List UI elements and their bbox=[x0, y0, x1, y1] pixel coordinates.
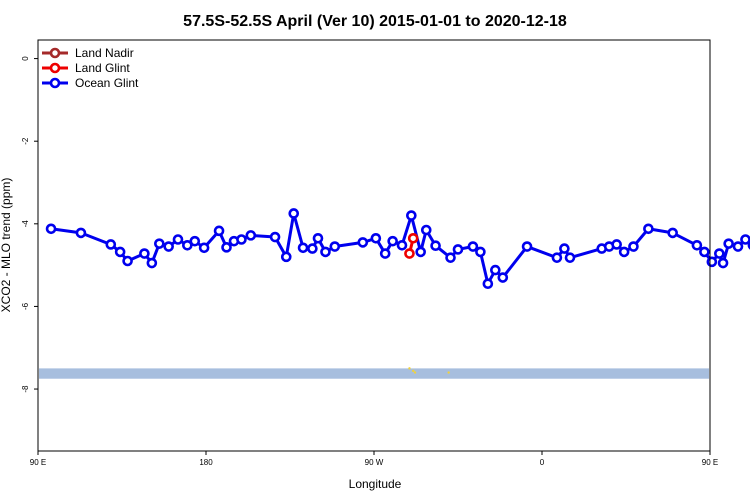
data-point-ocean-glint bbox=[740, 234, 750, 245]
data-point-ocean-glint bbox=[611, 239, 622, 250]
data-point-ocean-glint bbox=[521, 241, 533, 252]
data-point-land-glint bbox=[404, 248, 415, 259]
legend-label-ocean-glint: Ocean Glint bbox=[75, 76, 139, 90]
data-point-ocean-glint bbox=[667, 227, 678, 239]
data-point-ocean-glint bbox=[75, 227, 87, 239]
x-tick-label: 180 bbox=[199, 458, 213, 467]
data-point-ocean-glint bbox=[420, 224, 432, 236]
data-point-ocean-glint bbox=[415, 246, 426, 258]
data-point-ocean-glint bbox=[198, 242, 210, 254]
y-tick-label: -2 bbox=[21, 137, 30, 145]
legend-marker-land-nadir bbox=[49, 47, 61, 59]
y-tick-label: 0 bbox=[21, 56, 30, 61]
chart-title: 57.5S-52.5S April (Ver 10) 2015-01-01 to… bbox=[183, 13, 567, 30]
x-tick-label: 0 bbox=[540, 458, 545, 467]
data-point-ocean-glint bbox=[288, 208, 300, 219]
data-point-ocean-glint bbox=[497, 272, 509, 283]
data-point-ocean-glint bbox=[370, 232, 382, 244]
data-point-ocean-glint bbox=[396, 239, 408, 251]
data-point-ocean-glint bbox=[236, 234, 247, 245]
data-point-ocean-glint bbox=[105, 239, 117, 250]
data-point-ocean-glint bbox=[490, 264, 501, 276]
data-point-ocean-glint bbox=[213, 225, 225, 237]
data-point-ocean-glint bbox=[406, 210, 417, 221]
data-point-ocean-glint bbox=[221, 242, 232, 253]
data-point-ocean-glint bbox=[445, 252, 456, 263]
y-axis: 0 -2 -4 -6 -8 bbox=[21, 56, 38, 393]
data-point-ocean-glint bbox=[717, 257, 729, 269]
data-point-ocean-glint bbox=[467, 241, 479, 252]
data-point-ocean-glint bbox=[618, 246, 630, 258]
land-band bbox=[39, 368, 709, 379]
data-point-ocean-glint bbox=[163, 241, 174, 252]
data-point-ocean-glint bbox=[146, 257, 158, 269]
data-point-ocean-glint bbox=[699, 246, 710, 258]
data-point-ocean-glint bbox=[387, 235, 398, 247]
data-point-ocean-glint bbox=[45, 223, 57, 235]
data-point-ocean-glint bbox=[564, 252, 576, 263]
data-point-ocean-glint bbox=[154, 238, 165, 249]
data-point-ocean-glint bbox=[357, 237, 369, 248]
data-point-ocean-glint bbox=[269, 231, 281, 243]
data-point-ocean-glint bbox=[329, 241, 341, 252]
data-point-ocean-glint bbox=[320, 246, 331, 258]
y-tick-label: -8 bbox=[21, 385, 30, 393]
data-point-ocean-glint bbox=[559, 243, 570, 254]
data-point-ocean-glint bbox=[189, 235, 201, 247]
land-speck bbox=[447, 371, 450, 374]
data-point-ocean-glint bbox=[122, 255, 133, 267]
legend-label-land-glint: Land Glint bbox=[75, 61, 130, 75]
x-tick-label: 90 E bbox=[702, 458, 718, 467]
land-speck bbox=[412, 369, 415, 373]
land-band-layer bbox=[39, 367, 709, 379]
series-layer bbox=[45, 208, 750, 290]
data-point-ocean-glint bbox=[182, 239, 193, 251]
legend-label-land-nadir: Land Nadir bbox=[75, 46, 134, 60]
data-point-ocean-glint bbox=[475, 246, 486, 258]
data-point-ocean-glint bbox=[280, 251, 292, 263]
x-tick-label: 90 E bbox=[30, 458, 46, 467]
data-point-ocean-glint bbox=[551, 252, 563, 263]
data-point-ocean-glint bbox=[643, 223, 654, 235]
data-point-ocean-glint bbox=[714, 248, 725, 259]
data-point-ocean-glint bbox=[691, 239, 703, 251]
data-point-ocean-glint bbox=[723, 238, 734, 249]
data-point-ocean-glint bbox=[114, 246, 126, 258]
data-point-ocean-glint bbox=[139, 248, 150, 259]
data-point-ocean-glint bbox=[245, 230, 257, 241]
land-speck bbox=[413, 371, 417, 374]
data-point-ocean-glint bbox=[312, 232, 324, 244]
data-point-ocean-glint bbox=[732, 241, 744, 252]
data-point-ocean-glint bbox=[172, 234, 184, 245]
legend-marker-ocean-glint bbox=[49, 77, 61, 89]
data-point-land-glint bbox=[407, 232, 419, 244]
x-axis: 90 E 180 90 W 0 90 E bbox=[30, 451, 718, 467]
data-point-ocean-glint bbox=[297, 242, 309, 254]
data-point-ocean-glint bbox=[628, 241, 639, 252]
legend-marker-land-glint bbox=[49, 62, 61, 74]
y-axis-label: XCO2 - MLO trend (ppm) bbox=[0, 178, 13, 313]
data-point-ocean-glint bbox=[430, 240, 441, 252]
y-tick-label: -4 bbox=[21, 220, 30, 228]
data-point-ocean-glint bbox=[452, 244, 464, 255]
data-point-ocean-glint bbox=[482, 278, 494, 290]
y-tick-label: -6 bbox=[21, 302, 30, 310]
data-point-ocean-glint bbox=[379, 248, 391, 259]
data-point-ocean-glint bbox=[307, 243, 318, 254]
x-axis-label: Longitude bbox=[349, 477, 402, 491]
x-tick-label: 90 W bbox=[365, 458, 384, 467]
data-point-ocean-glint bbox=[706, 256, 718, 268]
land-speck bbox=[408, 367, 411, 370]
